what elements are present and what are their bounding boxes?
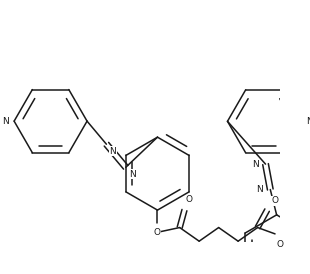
Text: N: N <box>110 147 116 156</box>
Text: O: O <box>186 195 193 204</box>
Text: N: N <box>252 160 259 169</box>
Text: N: N <box>129 170 136 179</box>
Text: O: O <box>277 239 284 249</box>
Text: N: N <box>2 117 8 126</box>
Text: N: N <box>306 117 310 126</box>
Text: N: N <box>257 185 263 194</box>
Text: O: O <box>154 229 161 238</box>
Text: O: O <box>272 196 279 205</box>
